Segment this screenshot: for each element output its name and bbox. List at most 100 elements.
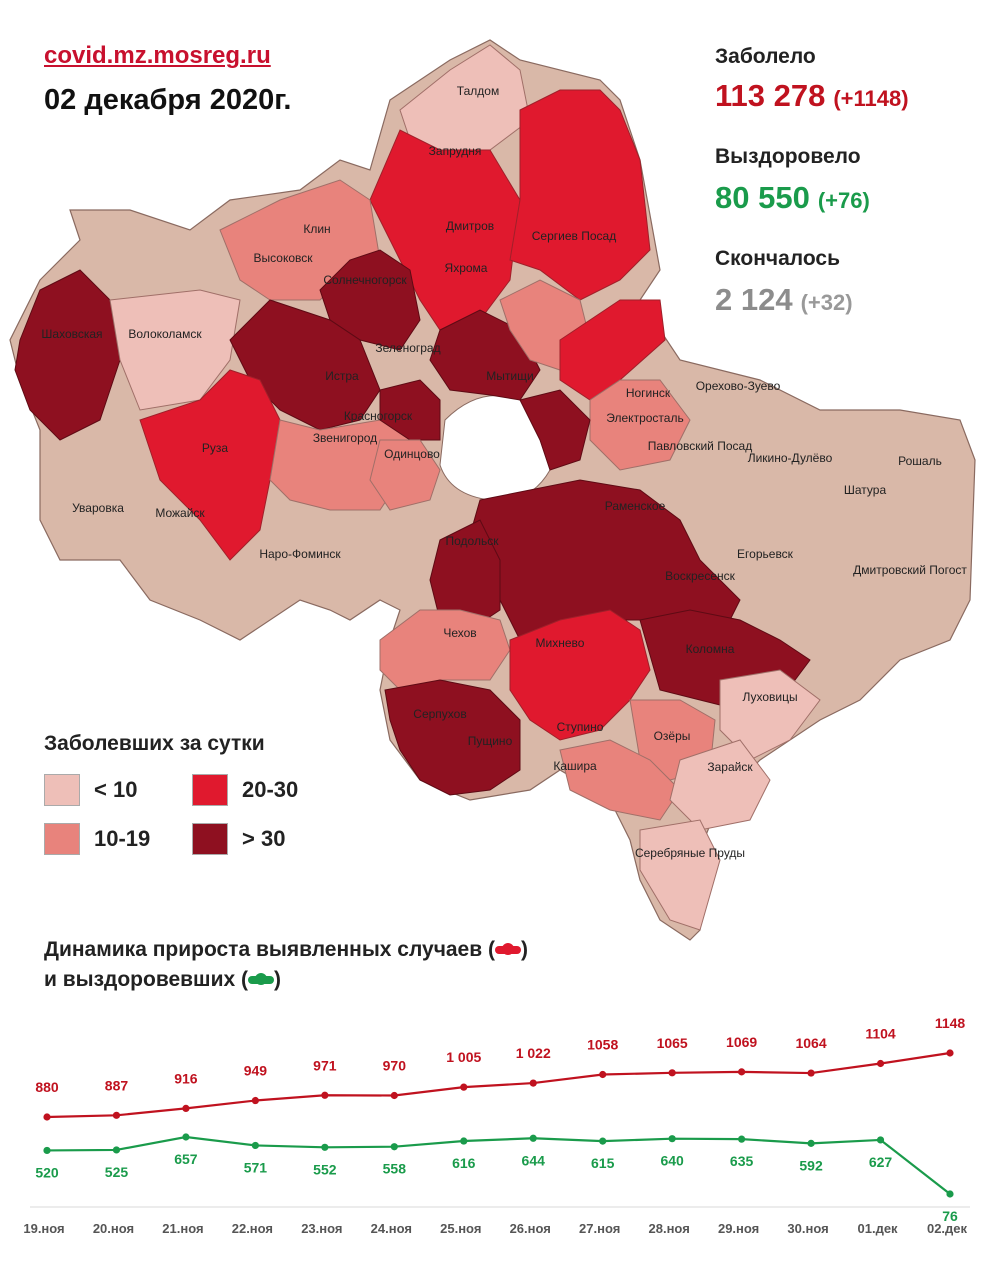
legend-item-20-30: 20-30 bbox=[192, 774, 298, 806]
map-place-label: Егорьевск bbox=[737, 547, 794, 561]
map-place-label: Уваровка bbox=[72, 501, 124, 515]
x-tick-label: 24.ноя bbox=[371, 1221, 412, 1236]
region-map: Талдом Запрудня Клин Высоковск Дмитров Яхрома… bbox=[9, 39, 976, 941]
recovered-data-label: 520 bbox=[35, 1164, 59, 1180]
x-tick-label: 23.ноя bbox=[301, 1221, 342, 1236]
district-krasnogorsk bbox=[379, 379, 441, 441]
map-place-label: Можайск bbox=[155, 506, 205, 520]
chart-title-line-2: и выздоровевших () bbox=[44, 965, 528, 995]
district-chekhov bbox=[379, 609, 511, 691]
chart-title-text-2: и выздоровевших ( bbox=[44, 968, 248, 991]
map-place-label: Зеленоград bbox=[375, 341, 440, 355]
map-place-label: Запрудня bbox=[429, 144, 482, 158]
map-place-label: Сергиев Посад bbox=[532, 229, 616, 243]
legend-label: > 30 bbox=[242, 826, 286, 851]
district-volokolamsk bbox=[109, 289, 241, 411]
recovered-data-point bbox=[321, 1143, 329, 1151]
trend-chart: 880 887 916 949 971 970 1 005 1 022 1058 1065 1069… bbox=[23, 1015, 970, 1236]
infected-data-point bbox=[321, 1091, 329, 1099]
x-tick-label: 02.дек bbox=[927, 1221, 968, 1236]
legend-title: Заболевших за сутки bbox=[44, 732, 265, 755]
map-place-label: Звенигород bbox=[313, 431, 377, 445]
deaths-value: 2 124 bbox=[715, 282, 793, 317]
recovered-series-line bbox=[46, 1135, 951, 1195]
legend-item-10-19: 10-19 bbox=[44, 823, 150, 855]
map-place-label: Дмитров bbox=[446, 219, 494, 233]
map-place-label: Ступино bbox=[557, 720, 604, 734]
infected-data-label: 949 bbox=[244, 1063, 268, 1079]
map-place-label: Подольск bbox=[446, 534, 500, 548]
legend-swatch bbox=[192, 823, 228, 855]
recovered-data-label: 627 bbox=[869, 1154, 893, 1170]
recovered-data-label: 616 bbox=[452, 1155, 476, 1171]
recovered-data-point bbox=[43, 1146, 51, 1155]
legend-swatch bbox=[44, 823, 80, 855]
x-tick-label: 30.ноя bbox=[787, 1221, 828, 1236]
infected-data-label: 880 bbox=[35, 1079, 59, 1095]
recovered-data-label: 635 bbox=[730, 1153, 754, 1169]
recovered-label: Выздоровело bbox=[715, 145, 861, 168]
map-place-label: Высоковск bbox=[254, 251, 314, 265]
infected-data-point bbox=[738, 1068, 746, 1076]
recovered-data-point bbox=[668, 1135, 676, 1143]
map-place-label: Дмитровский Погост bbox=[853, 563, 967, 577]
map-place-labels: Талдом Запрудня Клин Высоковск Дмитров Яхрома… bbox=[41, 84, 967, 860]
infected-data-label: 1 005 bbox=[446, 1049, 481, 1065]
source-link[interactable]: covid.mz.mosreg.ru bbox=[44, 42, 271, 69]
x-tick-label: 27.ноя bbox=[579, 1221, 620, 1236]
deaths-delta: (+32) bbox=[800, 290, 853, 315]
map-place-label: Михнево bbox=[536, 636, 585, 650]
infected-value: 113 278 bbox=[715, 78, 826, 113]
x-tick-label: 20.ноя bbox=[93, 1221, 134, 1236]
recovered-data-point bbox=[738, 1135, 746, 1143]
district-odintsovo bbox=[369, 439, 441, 511]
map-place-label: Шатура bbox=[844, 483, 887, 497]
recovered-data-label: 76 bbox=[942, 1208, 958, 1224]
legend-swatch bbox=[192, 774, 228, 806]
infected-data-point bbox=[946, 1049, 954, 1057]
district-balashikha bbox=[519, 389, 591, 471]
infected-series-marker bbox=[494, 943, 521, 956]
recovered-data-point bbox=[807, 1139, 815, 1147]
chart-title-paren-2: ) bbox=[273, 968, 281, 991]
district-serebryanye-prudy bbox=[639, 819, 721, 931]
x-tick-label: 26.ноя bbox=[510, 1221, 551, 1236]
map-place-label: Чехов bbox=[443, 626, 476, 640]
recovered-data-label: 558 bbox=[383, 1161, 407, 1177]
recovered-stat: 80 550 (+76) bbox=[715, 180, 870, 216]
recovered-series-marker bbox=[247, 973, 274, 986]
chart-title-text-1: Динамика прироста выявленных случаев ( bbox=[44, 938, 495, 961]
map-place-label: Волоколамск bbox=[128, 327, 202, 341]
map-place-label: Электросталь bbox=[606, 411, 683, 425]
map-place-label: Зарайск bbox=[707, 760, 753, 774]
recovered-data-point bbox=[876, 1136, 885, 1144]
district-lukhovitsy bbox=[719, 669, 821, 761]
infected-data-point bbox=[390, 1091, 398, 1100]
map-place-label: Раменское bbox=[605, 499, 666, 513]
recovered-data-point bbox=[251, 1141, 259, 1150]
recovered-data-label: 657 bbox=[174, 1151, 198, 1167]
map-place-label: Руза bbox=[202, 441, 229, 455]
district-kashira bbox=[559, 739, 681, 821]
district-serpukhov bbox=[384, 679, 521, 796]
legend-label: 10-19 bbox=[94, 826, 151, 851]
infected-data-point bbox=[251, 1096, 259, 1105]
infected-data-label: 1064 bbox=[795, 1035, 826, 1051]
infected-data-label: 970 bbox=[383, 1058, 407, 1074]
map-place-label: Пущино bbox=[468, 734, 513, 748]
infected-label: Заболело bbox=[715, 45, 816, 68]
map-place-label: Клин bbox=[303, 222, 330, 236]
infected-data-point bbox=[599, 1070, 607, 1079]
x-tick-label: 29.ноя bbox=[718, 1221, 759, 1236]
report-date: 02 декабря 2020г. bbox=[44, 84, 292, 116]
infected-data-label: 916 bbox=[174, 1070, 198, 1086]
infected-data-point bbox=[668, 1069, 676, 1077]
recovered-data-point bbox=[390, 1143, 398, 1151]
recovered-value: 80 550 bbox=[715, 180, 810, 215]
infected-stat: 113 278 (+1148) bbox=[715, 78, 909, 114]
infected-data-label: 1058 bbox=[587, 1036, 618, 1052]
map-place-label: Талдом bbox=[457, 84, 499, 98]
infected-data-point bbox=[876, 1059, 885, 1068]
map-place-label: Озёры bbox=[654, 729, 691, 743]
infected-data-label: 971 bbox=[313, 1057, 337, 1073]
